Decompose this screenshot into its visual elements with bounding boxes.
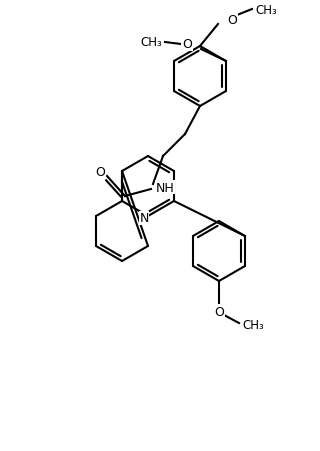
Text: O: O [182, 38, 192, 51]
Text: O: O [214, 305, 224, 318]
Text: CH₃: CH₃ [242, 319, 264, 332]
Text: N: N [139, 212, 149, 225]
Text: NH: NH [156, 181, 175, 194]
Text: CH₃: CH₃ [140, 37, 162, 50]
Text: CH₃: CH₃ [255, 4, 277, 17]
Text: O: O [227, 14, 237, 27]
Text: O: O [95, 165, 105, 178]
